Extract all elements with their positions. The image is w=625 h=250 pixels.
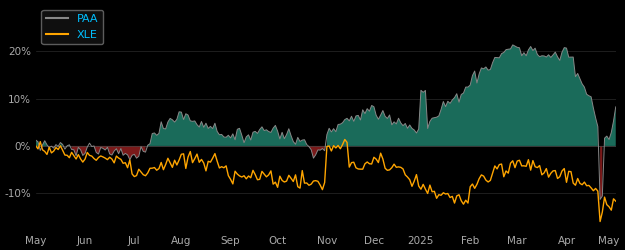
Legend: PAA, XLE: PAA, XLE xyxy=(41,10,103,44)
